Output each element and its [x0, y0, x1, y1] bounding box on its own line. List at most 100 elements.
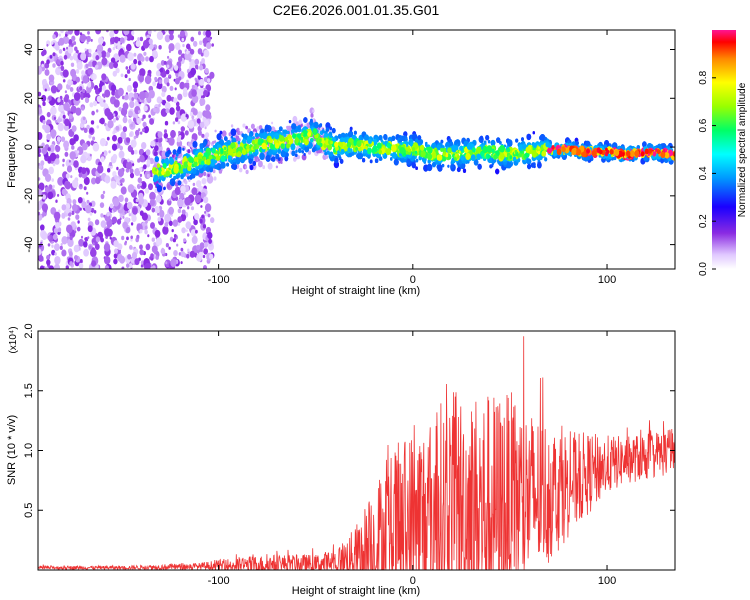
heatmap-cell: [150, 222, 155, 229]
heatmap-cell: [447, 154, 452, 160]
heatmap-cell: [157, 217, 161, 222]
heatmap-cell: [53, 116, 57, 120]
heatmap-cell: [57, 193, 60, 197]
heatmap-cell: [447, 164, 450, 168]
heatmap-cell: [212, 169, 216, 174]
heatmap-cell: [198, 30, 201, 36]
heatmap-cell: [178, 49, 182, 55]
heatmap-cell: [192, 95, 199, 104]
heatmap-cell: [498, 160, 504, 167]
heatmap-cell: [88, 48, 92, 54]
heatmap-cell: [39, 255, 44, 262]
heatmap-cell: [185, 114, 188, 118]
heatmap-cell: [521, 137, 524, 142]
heatmap-cell: [415, 158, 419, 163]
heatmap-cell: [132, 81, 139, 89]
heatmap-cell: [64, 151, 69, 157]
heatmap-cell: [307, 150, 312, 155]
heatmap-cell: [70, 175, 73, 179]
heatmap-cell: [85, 63, 89, 69]
heatmap-cell: [127, 52, 134, 61]
heatmap-cell: [126, 43, 132, 52]
heatmap-cell: [131, 251, 138, 260]
heatmap-cell: [74, 255, 78, 261]
heatmap-cell: [102, 190, 106, 195]
heatmap-cell: [109, 236, 112, 240]
heatmap-cell: [204, 119, 210, 127]
heatmap-cell: [72, 199, 77, 205]
heatmap-cell: [495, 168, 500, 175]
heatmap-cell: [251, 140, 256, 145]
heatmap-cell: [121, 235, 125, 241]
heatmap-cell: [284, 156, 289, 162]
heatmap-cell: [76, 226, 81, 232]
heatmap-cell: [62, 163, 65, 167]
heatmap-cell: [487, 154, 491, 159]
heatmap-cell: [113, 240, 119, 248]
heatmap-cell: [262, 165, 266, 170]
heatmap-cell: [38, 66, 43, 75]
heatmap-cell: [66, 233, 70, 237]
heatmap-cell: [191, 206, 194, 211]
heatmap-cell: [84, 97, 90, 104]
heatmap-cell: [66, 224, 73, 234]
heatmap-cell: [450, 164, 454, 169]
heatmap-cell: [73, 92, 81, 101]
heatmap-cell: [104, 108, 111, 117]
heatmap-cell: [99, 138, 107, 147]
heatmap-cell: [55, 67, 62, 76]
heatmap-cell: [142, 39, 150, 49]
heatmap-cell: [490, 164, 494, 168]
heatmap-cell: [117, 87, 124, 97]
heatmap-cell: [378, 135, 383, 141]
heatmap-cell: [124, 36, 128, 41]
heatmap-cell: [179, 30, 186, 38]
heatmap-cell: [47, 243, 51, 247]
heatmap-cell: [159, 68, 164, 73]
heatmap-cell: [191, 115, 195, 120]
heatmap-cell: [178, 135, 182, 139]
heatmap-cell: [208, 154, 213, 161]
heatmap-cell: [112, 134, 117, 142]
heatmap-cell: [183, 156, 188, 163]
heatmap-cell: [358, 146, 362, 152]
heatmap-cell: [196, 118, 201, 124]
heatmap-cell: [69, 235, 73, 241]
heatmap-cell: [137, 37, 141, 41]
heatmap-cell: [55, 44, 60, 51]
heatmap-cell: [175, 117, 179, 122]
heatmap-cell: [166, 94, 172, 102]
heatmap-cell: [200, 52, 204, 57]
heatmap-cell: [194, 77, 197, 82]
heatmap-cell: [419, 139, 424, 145]
heatmap-cell: [155, 255, 159, 260]
heatmap-cell: [121, 95, 125, 100]
heatmap-cell: [97, 164, 104, 174]
heatmap-cell: [126, 236, 129, 241]
heatmap-cell: [71, 43, 74, 47]
heatmap-cell: [134, 149, 138, 155]
heatmap-cell: [98, 87, 102, 93]
heatmap-cell: [128, 110, 134, 117]
heatmap-cell: [291, 129, 295, 134]
heatmap-cell: [168, 74, 171, 78]
heatmap-cell: [180, 247, 184, 252]
heatmap-cell: [512, 156, 517, 162]
heatmap-cell: [175, 156, 178, 160]
heatmap-cell: [268, 137, 273, 143]
heatmap-cell: [507, 139, 513, 147]
heatmap-cell: [87, 236, 90, 240]
heatmap-cell: [303, 152, 306, 156]
heatmap-cell: [249, 148, 252, 152]
heatmap-cell: [69, 151, 76, 160]
heatmap-cell: [60, 30, 64, 34]
heatmap-cell: [135, 40, 141, 47]
heatmap-cell: [41, 94, 47, 102]
heatmap-cell: [95, 176, 101, 185]
heatmap-cell: [87, 225, 93, 233]
heatmap-cell: [154, 188, 158, 193]
heatmap-cell: [168, 50, 171, 53]
heatmap-cell: [195, 229, 198, 234]
heatmap-cell: [207, 78, 211, 83]
heatmap-cell: [130, 238, 133, 242]
